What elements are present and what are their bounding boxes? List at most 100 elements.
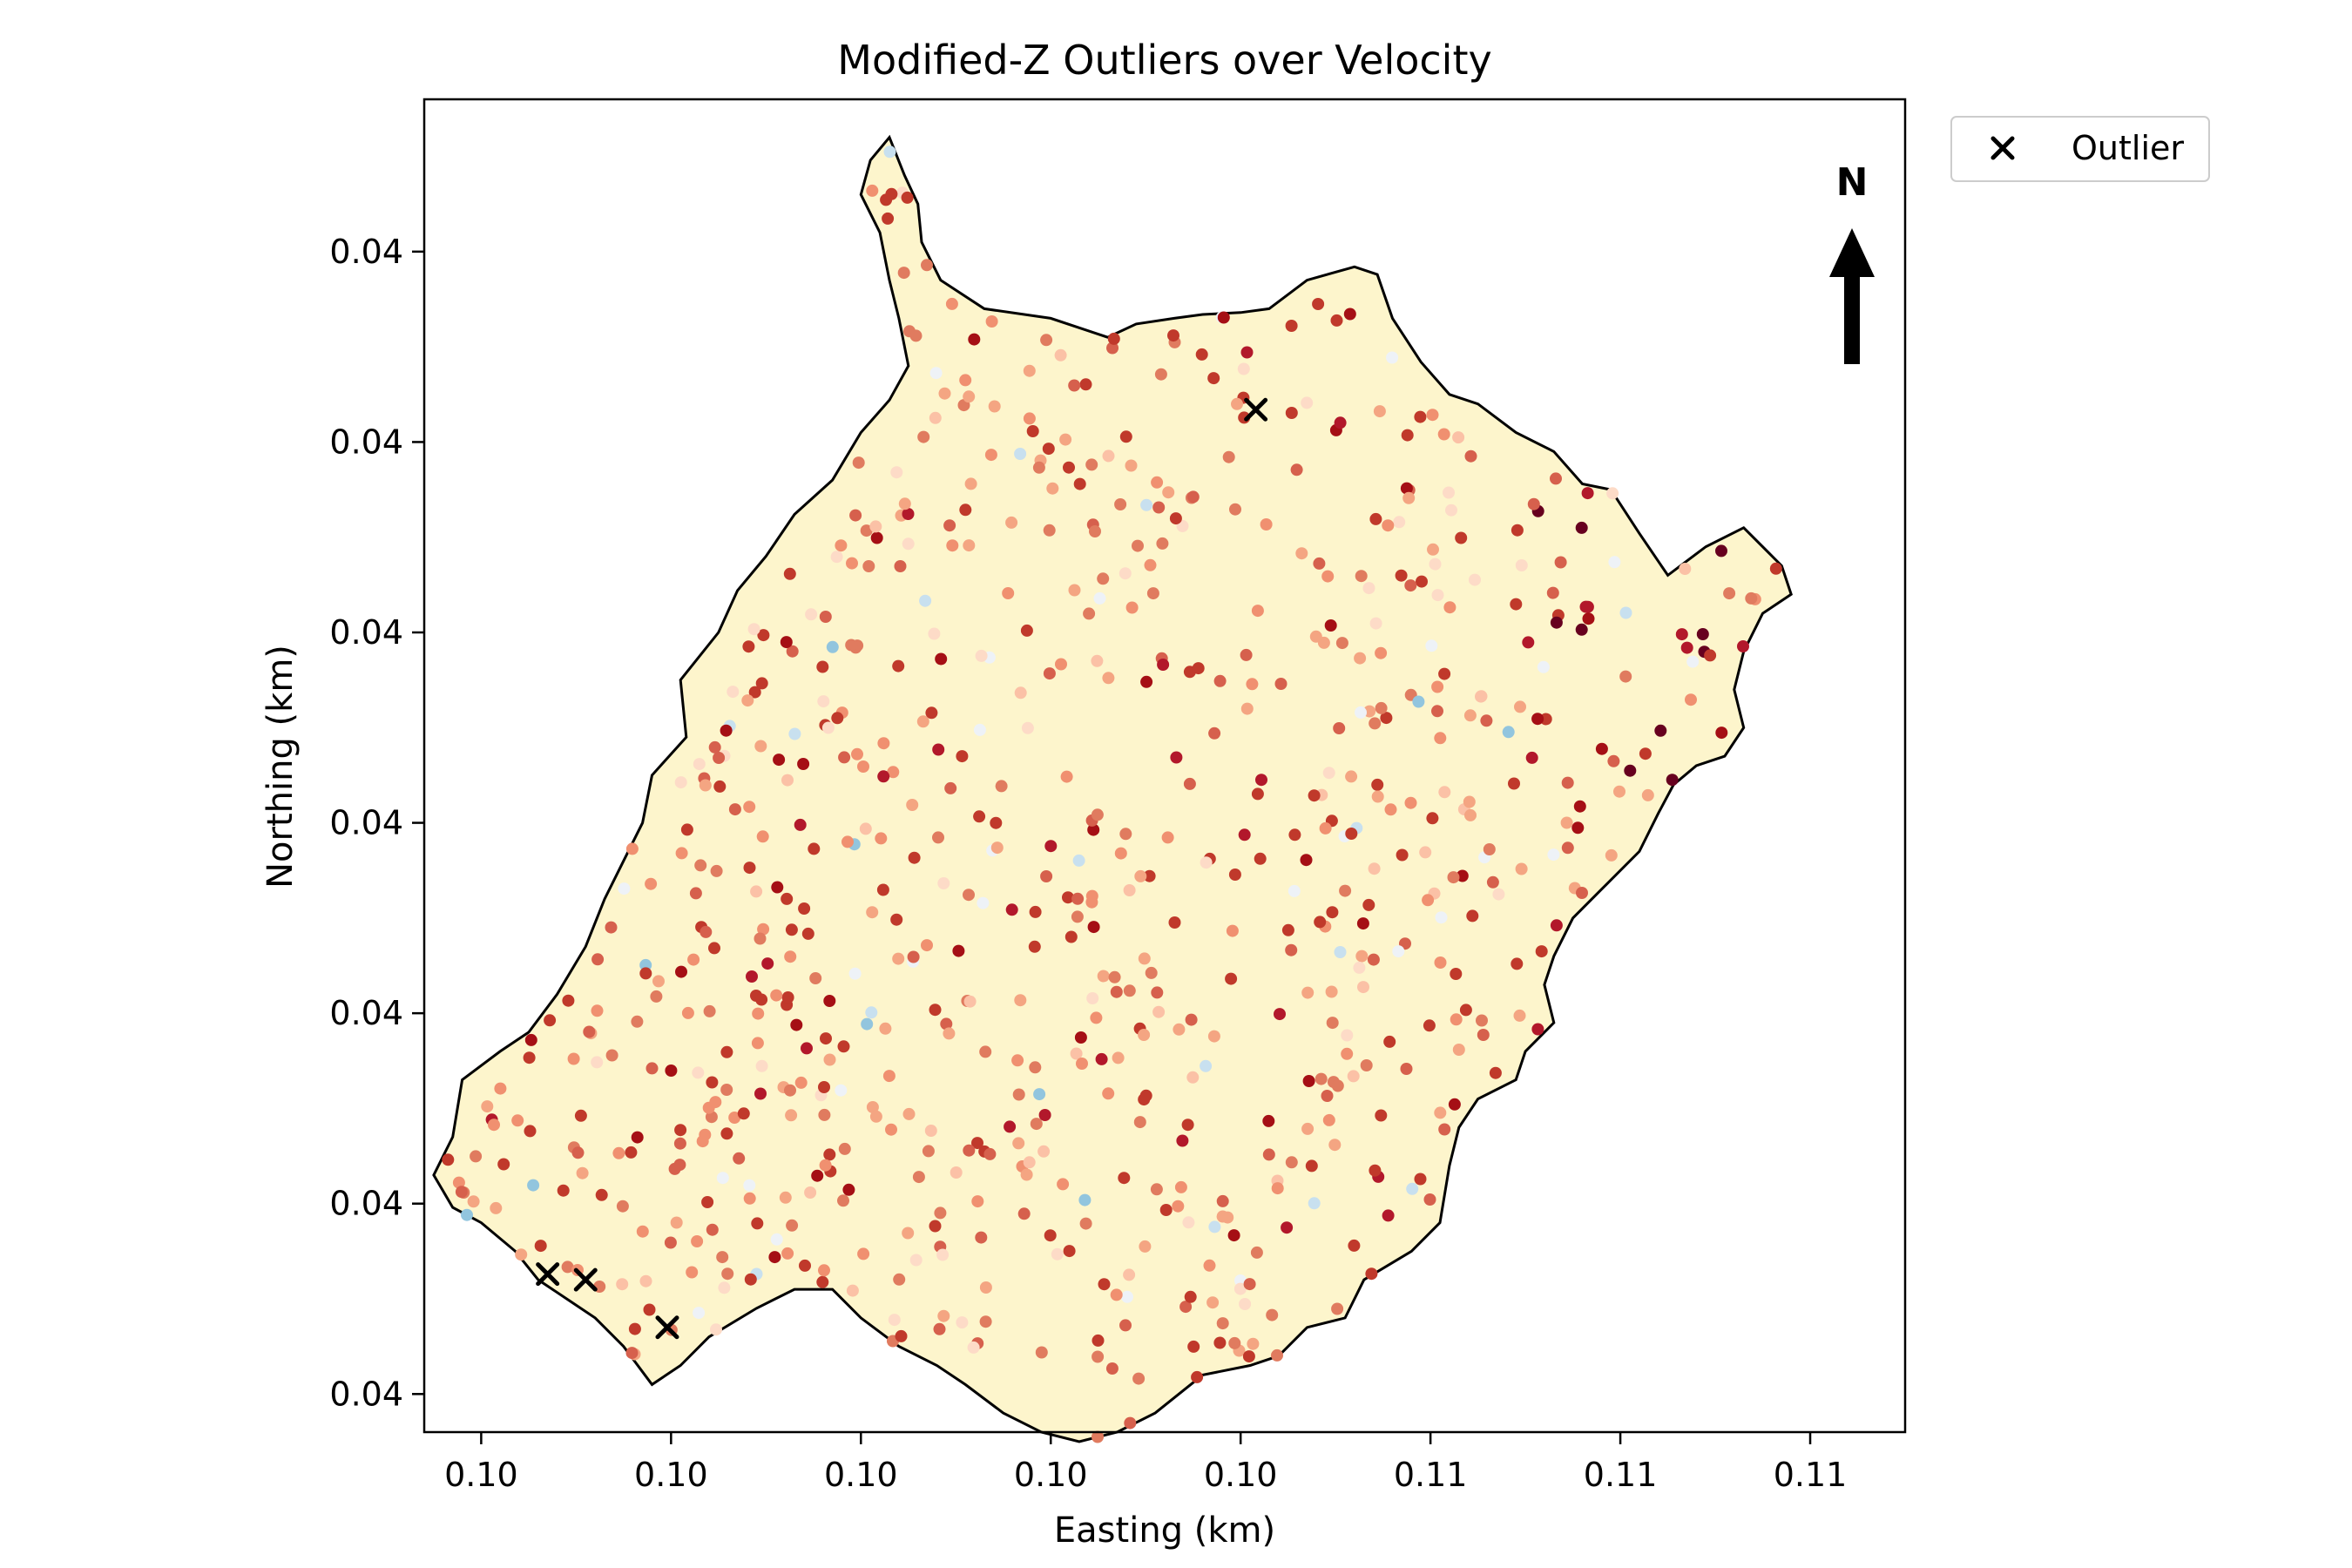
velocity-point [544,1014,557,1027]
velocity-point [1515,862,1528,875]
velocity-point [1011,1054,1024,1067]
velocity-point [902,508,915,520]
velocity-point [1260,518,1273,531]
velocity-point [1119,430,1132,443]
velocity-point [919,594,932,607]
velocity-point [1168,916,1181,929]
velocity-point [1425,639,1438,652]
velocity-point [1301,986,1315,999]
velocity-point [895,1329,908,1342]
velocity-point [557,1184,570,1197]
velocity-point [720,1084,733,1096]
velocity-point [819,611,832,623]
velocity-point [1213,1336,1227,1349]
velocity-point [1030,1118,1043,1131]
velocity-point [990,816,1003,829]
velocity-point [1138,952,1151,965]
velocity-point [770,989,783,1002]
velocity-point [761,957,774,970]
north-arrow-icon [1829,228,1875,364]
velocity-point [852,456,865,470]
velocity-point [1251,605,1264,618]
velocity-point [1222,450,1235,463]
velocity-point [1371,790,1384,803]
velocity-point [794,818,807,831]
velocity-point [1515,559,1528,571]
velocity-point [838,1142,851,1155]
velocity-point [1455,531,1468,544]
velocity-point [689,887,702,900]
velocity-point [1095,1052,1108,1065]
velocity-point [1240,346,1254,359]
velocity-point [1314,916,1327,929]
velocity-point [1508,777,1520,790]
velocity-point [1070,1047,1083,1060]
velocity-point [1347,1070,1360,1083]
velocity-point [1161,831,1174,844]
velocity-point [741,694,754,707]
velocity-point [1371,778,1384,791]
velocity-point [1679,563,1692,575]
outlier-marker [655,1315,679,1340]
velocity-point [720,1045,733,1058]
velocity-point [1114,498,1127,510]
velocity-point [1535,945,1548,958]
velocity-point [956,750,969,763]
velocity-point [1466,909,1479,923]
velocity-point [820,1032,832,1045]
velocity-point [1029,905,1042,918]
velocity-point [1079,378,1092,391]
velocity-point [940,1017,953,1031]
velocity-point [583,1025,596,1038]
velocity-point [1406,1182,1419,1195]
velocity-point [1581,487,1594,500]
velocity-point [1355,706,1367,719]
velocity-point [785,923,798,936]
velocity-point [979,1281,992,1294]
velocity-point [1619,606,1632,619]
velocity-point [1325,985,1338,998]
x-tick-label: 0.10 [1014,1456,1088,1494]
velocity-point [1608,556,1621,569]
velocity-point [1092,1334,1105,1347]
velocity-point [452,1176,465,1189]
velocity-point [754,740,767,753]
velocity-point [1324,619,1337,632]
velocity-point [675,965,687,978]
velocity-point [1157,659,1170,671]
velocity-point [821,721,835,734]
x-tick-label: 0.10 [444,1456,518,1494]
velocity-point [890,913,903,926]
velocity-point [975,649,988,662]
velocity-point [742,640,755,653]
velocity-point [1207,372,1220,385]
velocity-point [562,994,575,1007]
velocity-point [1576,887,1588,899]
velocity-point [1522,636,1535,649]
velocity-point [645,1062,659,1075]
velocity-point [892,952,905,965]
velocity-point [1368,862,1381,875]
velocity-point [1301,1122,1315,1135]
velocity-point [1110,1288,1123,1301]
velocity-point [837,1194,849,1207]
velocity-point [1184,1290,1197,1303]
y-tick-label: 0.04 [329,1375,403,1413]
velocity-point [773,754,786,767]
velocity-point [523,1051,536,1064]
velocity-point [866,184,879,197]
velocity-point [859,822,872,835]
velocity-point [1183,777,1196,790]
x-tick-label: 0.10 [824,1456,898,1494]
velocity-point [747,623,760,636]
velocity-point [1448,1098,1461,1111]
velocity-point [865,1006,878,1019]
legend-entry-outlier: Outlier [2072,129,2184,167]
velocity-point [1309,630,1322,643]
velocity-point [963,1144,976,1157]
outlier-marker [1244,397,1268,422]
velocity-point [576,1166,589,1179]
velocity-point [1382,519,1395,532]
velocity-point [1125,601,1139,614]
velocity-point [716,1251,729,1264]
